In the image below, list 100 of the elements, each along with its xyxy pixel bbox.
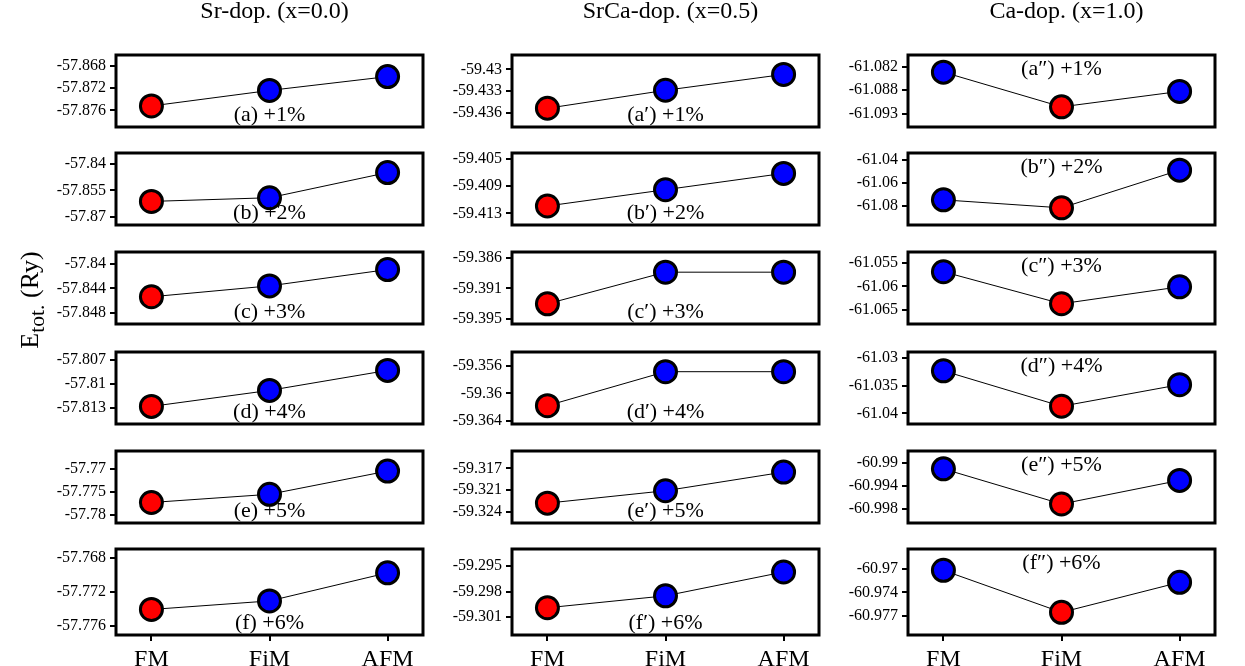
point — [930, 259, 956, 285]
y-tick-label: -59.405 — [452, 149, 502, 167]
y-tick-label: -60.994 — [848, 476, 898, 494]
point — [257, 77, 282, 103]
point — [138, 188, 164, 214]
x-tick-label: FiM — [644, 644, 687, 666]
y-tick-label: -61.035 — [848, 375, 898, 393]
x-tick-label: FiM — [248, 644, 291, 666]
point — [375, 357, 401, 383]
annotation: (d″) +4% — [1020, 351, 1103, 377]
point — [257, 377, 282, 403]
y-tick-label: -60.998 — [848, 499, 898, 517]
point — [771, 61, 797, 87]
point — [1167, 467, 1193, 493]
point — [653, 478, 678, 504]
y-tick-label: -57.87 — [64, 206, 106, 224]
y-tick-label: -61.093 — [848, 103, 898, 121]
point — [534, 95, 560, 121]
annotation: (e) +5% — [233, 496, 306, 522]
point — [138, 284, 164, 310]
point — [771, 559, 797, 585]
point — [257, 273, 282, 299]
point — [375, 560, 401, 586]
point — [534, 193, 560, 219]
y-tick-label: -59.295 — [452, 556, 502, 574]
y-tick-label: -57.81 — [64, 374, 106, 392]
y-tick-label: -59.321 — [452, 480, 502, 498]
point — [653, 177, 678, 203]
y-tick-label: -57.84 — [64, 154, 106, 172]
y-tick-label: -59.409 — [452, 176, 502, 194]
y-tick-label: -59.395 — [452, 308, 502, 326]
point — [653, 583, 678, 609]
y-tick-label: -60.99 — [856, 453, 898, 471]
annotation: (d) +4% — [233, 397, 306, 423]
point — [1167, 78, 1193, 104]
y-tick-label: -59.36 — [460, 383, 502, 401]
y-tick-label: -61.055 — [848, 253, 898, 271]
y-tick-label: -57.868 — [56, 56, 106, 74]
y-tick-label: -59.356 — [452, 356, 502, 374]
point — [653, 77, 678, 103]
annotation: (b″) +2% — [1020, 152, 1103, 178]
y-tick-label: -57.872 — [56, 78, 106, 96]
point — [930, 557, 956, 583]
y-tick-label: -59.386 — [452, 248, 502, 266]
y-tick-label: -60.97 — [856, 559, 898, 577]
y-tick-label: -61.03 — [856, 348, 898, 366]
y-tick-label: -57.855 — [56, 180, 106, 198]
annotation: (e′) +5% — [627, 496, 704, 522]
y-tick-label: -60.974 — [848, 582, 898, 600]
y-tick-label: -61.04 — [856, 150, 898, 168]
y-tick-label: -59.317 — [452, 458, 502, 476]
y-tick-label: -57.813 — [56, 398, 106, 416]
point — [138, 489, 164, 515]
point — [771, 459, 797, 485]
point — [375, 458, 401, 484]
annotation: (d′) +4% — [626, 397, 705, 423]
point — [1167, 569, 1193, 595]
y-tick-label: -61.06 — [856, 172, 898, 190]
point — [771, 160, 797, 186]
chart-title: Ca-dop. (x=1.0) — [988, 0, 1145, 24]
y-tick-label: -61.08 — [856, 195, 898, 213]
annotation: (c) +3% — [233, 297, 306, 323]
y-tick-label: -57.77 — [64, 459, 106, 477]
point — [138, 393, 164, 419]
annotation: (c′) +3% — [627, 297, 704, 323]
y-tick-label: -61.04 — [856, 403, 898, 421]
y-tick-label: -57.772 — [56, 581, 106, 599]
point — [375, 64, 401, 90]
x-tick-label: FM — [926, 644, 961, 666]
point — [138, 596, 164, 622]
y-tick-label: -57.848 — [56, 302, 106, 320]
y-tick-label: -57.84 — [64, 254, 106, 272]
point — [1049, 599, 1074, 625]
point — [1049, 195, 1074, 221]
point — [930, 456, 956, 482]
point — [257, 588, 282, 614]
y-tick-label: -57.768 — [56, 547, 106, 565]
chart-title: Sr-dop. (x=0.0) — [199, 0, 350, 24]
point — [930, 358, 956, 384]
y-tick-label: -59.301 — [452, 607, 502, 625]
x-tick-label: FiM — [1040, 644, 1083, 666]
point — [930, 187, 956, 213]
annotation: (b) +2% — [233, 198, 306, 224]
chart-title: SrCa-dop. (x=0.5) — [581, 0, 760, 24]
annotation: (a) +1% — [233, 100, 306, 126]
y-tick-label: -61.065 — [848, 300, 898, 318]
y-tick-label: -59.43 — [460, 59, 502, 77]
y-tick-label: -59.413 — [452, 203, 502, 221]
x-tick-label: AFM — [361, 644, 414, 666]
point — [1049, 94, 1074, 120]
annotation: (b′) +2% — [626, 198, 705, 224]
point — [1049, 491, 1074, 517]
point — [1049, 393, 1074, 419]
annotation: (c″) +3% — [1021, 251, 1102, 277]
point — [534, 490, 560, 516]
x-tick-label: FM — [530, 644, 565, 666]
y-tick-label: -57.78 — [64, 505, 106, 522]
y-tick-label: -59.436 — [452, 102, 502, 120]
point — [1049, 291, 1074, 317]
y-tick-label: -59.433 — [452, 81, 502, 99]
